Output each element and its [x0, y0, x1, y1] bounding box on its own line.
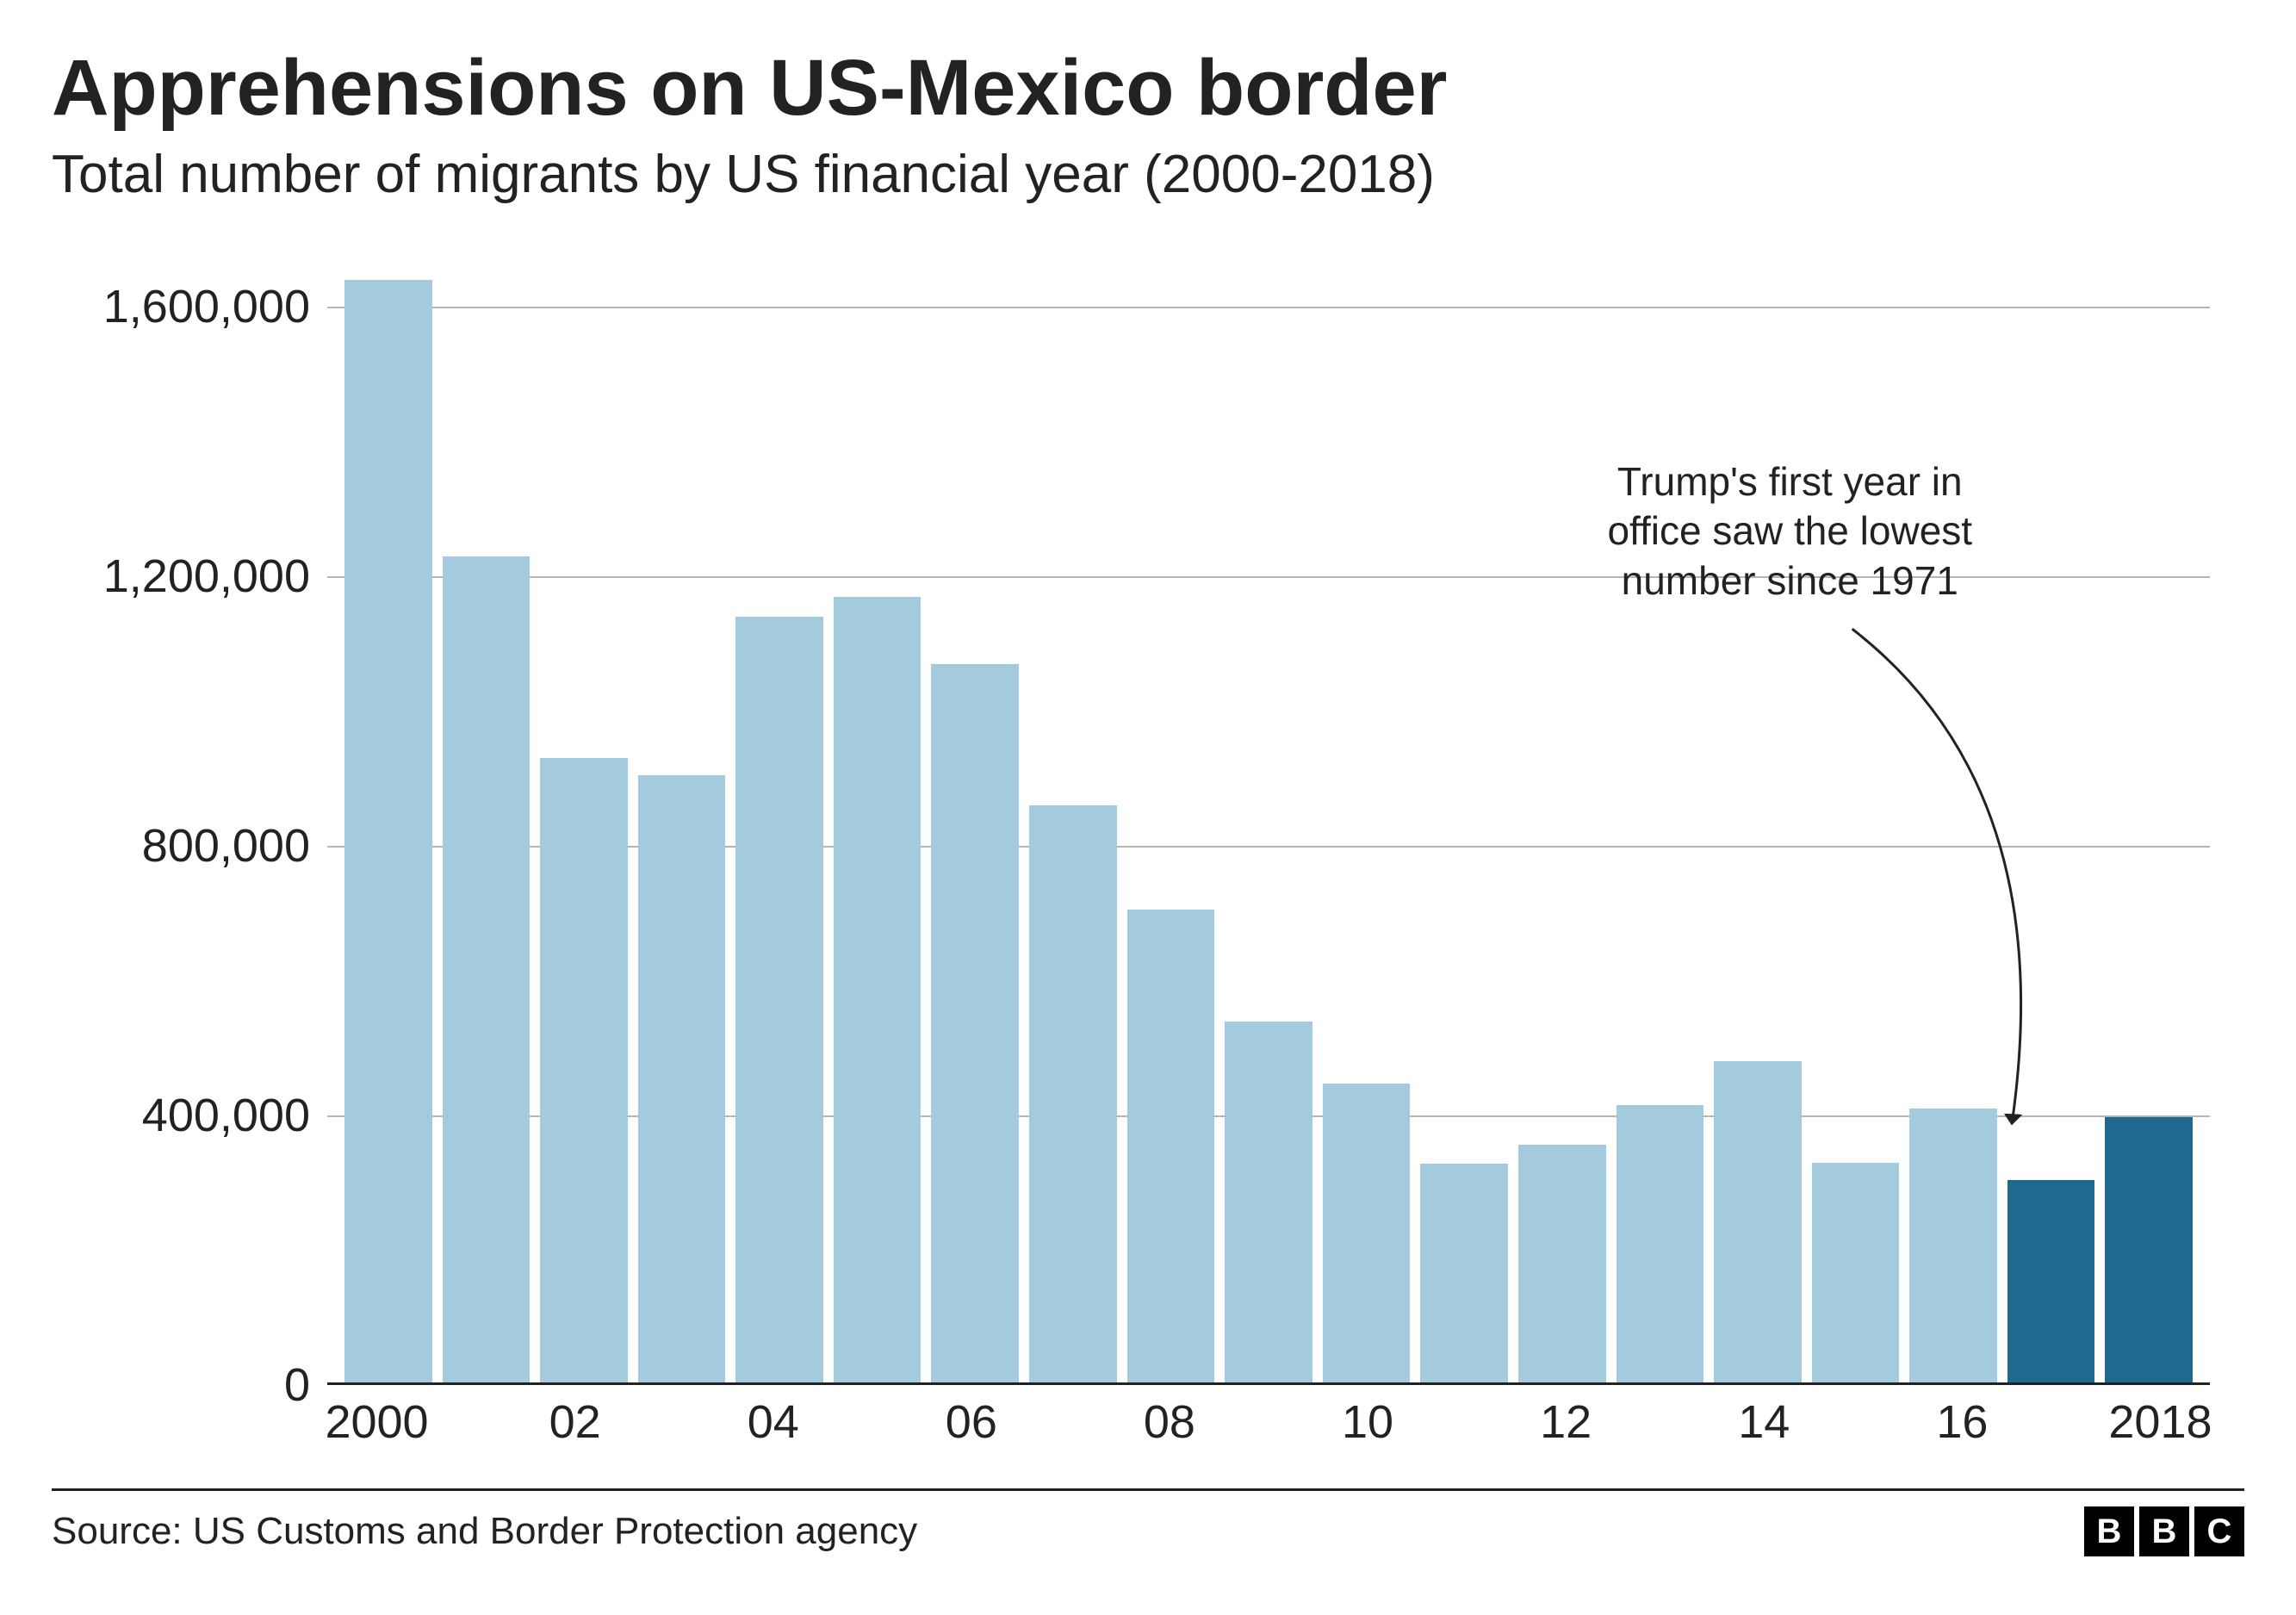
y-tick-label: 1,600,000 [103, 280, 310, 333]
source-text: Source: US Customs and Border Protection… [52, 1510, 917, 1553]
x-tick-label: 2000 [325, 1395, 428, 1449]
footer: Source: US Customs and Border Protection… [52, 1488, 2244, 1556]
annotation-arrow-icon [327, 239, 2210, 1385]
chart: 0 400,000 800,000 1,200,000 1,600,000 Trump'… [52, 239, 2244, 1463]
plot-area: Trump's first year in office saw the low… [327, 239, 2210, 1385]
x-tick-label: 2018 [2108, 1395, 2212, 1449]
bbc-box: C [2194, 1506, 2244, 1556]
bbc-box: B [2084, 1506, 2134, 1556]
x-tick-label: 12 [1540, 1395, 1592, 1449]
x-tick-label: 16 [1936, 1395, 1988, 1449]
page-title: Apprehensions on US-Mexico border [52, 43, 2244, 134]
y-tick-label: 1,200,000 [103, 550, 310, 603]
x-tick-label: 10 [1342, 1395, 1393, 1449]
y-tick-label: 800,000 [142, 819, 310, 873]
x-tick-label: 02 [549, 1395, 601, 1449]
x-tick-label: 14 [1738, 1395, 1790, 1449]
y-tick-label: 400,000 [142, 1089, 310, 1142]
page-subtitle: Total number of migrants by US financial… [52, 144, 2244, 205]
x-axis: 2000 02 04 06 08 10 12 14 16 2018 [327, 1385, 2210, 1463]
y-tick-label: 0 [284, 1358, 310, 1412]
x-tick-label: 08 [1144, 1395, 1195, 1449]
bbc-logo-icon: BBC [2084, 1506, 2244, 1556]
x-tick-label: 06 [946, 1395, 997, 1449]
bbc-box: B [2139, 1506, 2189, 1556]
x-tick-label: 04 [748, 1395, 799, 1449]
y-axis: 0400,000800,0001,200,0001,600,000 [52, 239, 327, 1385]
